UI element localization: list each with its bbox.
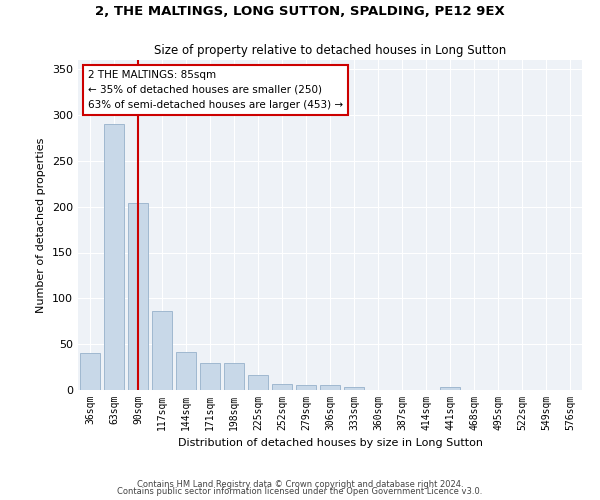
Text: Contains public sector information licensed under the Open Government Licence v3: Contains public sector information licen… (118, 487, 482, 496)
Bar (296, 386, 316, 390)
Bar (248, 376, 268, 390)
Text: 2, THE MALTINGS, LONG SUTTON, SPALDING, PE12 9EX: 2, THE MALTINGS, LONG SUTTON, SPALDING, … (95, 5, 505, 18)
Bar (200, 362, 220, 390)
Bar (440, 387, 460, 390)
Bar (320, 386, 340, 390)
Bar (344, 387, 364, 390)
Y-axis label: Number of detached properties: Number of detached properties (37, 138, 46, 312)
X-axis label: Distribution of detached houses by size in Long Sutton: Distribution of detached houses by size … (178, 438, 482, 448)
Text: Contains HM Land Registry data © Crown copyright and database right 2024.: Contains HM Land Registry data © Crown c… (137, 480, 463, 489)
Bar (272, 384, 292, 390)
Bar (224, 362, 244, 390)
Bar (176, 352, 196, 390)
Bar (128, 203, 148, 390)
Bar (80, 354, 100, 390)
Title: Size of property relative to detached houses in Long Sutton: Size of property relative to detached ho… (154, 44, 506, 58)
Bar (152, 311, 172, 390)
Text: 2 THE MALTINGS: 85sqm
← 35% of detached houses are smaller (250)
63% of semi-det: 2 THE MALTINGS: 85sqm ← 35% of detached … (88, 70, 343, 110)
Bar (104, 124, 124, 390)
